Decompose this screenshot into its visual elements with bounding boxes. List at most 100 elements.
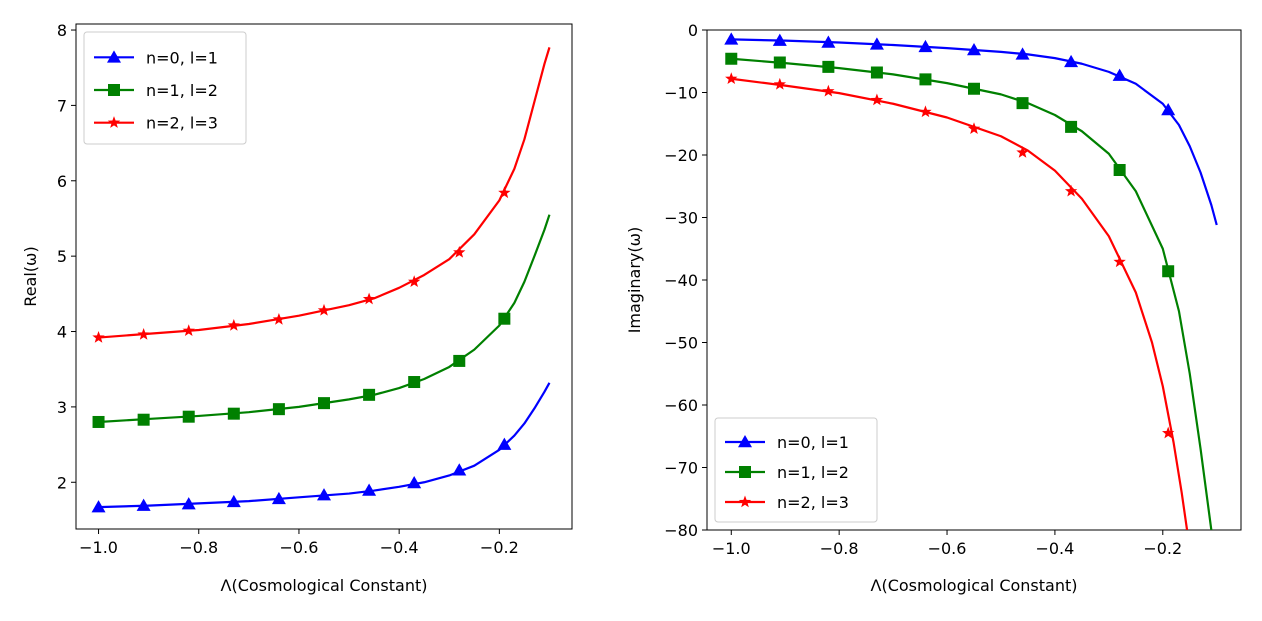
data-point [453, 245, 466, 258]
x-axis-label: Λ(Cosmological Constant) [221, 576, 428, 595]
data-point [870, 66, 883, 79]
data-point [822, 60, 835, 73]
data-point [227, 318, 240, 331]
x-tick-label: −0.8 [820, 539, 859, 558]
legend-marker [107, 116, 121, 128]
y-tick-label: −10 [664, 84, 698, 103]
data-point [452, 463, 467, 476]
data-point [919, 73, 932, 86]
data-point [408, 376, 421, 389]
y-tick-label: 8 [57, 21, 67, 40]
data-point [869, 37, 884, 50]
data-point [1064, 184, 1078, 197]
data-point [822, 84, 835, 97]
data-point [724, 32, 739, 45]
chart-panel-imaginary: −1.0 −0.8 −0.6 −0.4 −0.2 0 −10 −20 −30 −40 −50 −60 −… [625, 21, 1242, 595]
data-point [773, 77, 786, 90]
legend: n=0, l=1 n=1, l=2 n=2, l=3 [714, 417, 878, 523]
legend-marker [107, 50, 121, 63]
y-axis-label: Real(ω) [21, 246, 40, 306]
plot-area-frame [75, 23, 573, 530]
data-point [136, 498, 151, 511]
y-tick-label: 7 [57, 96, 67, 115]
legend-label: n=0, l=1 [146, 48, 218, 67]
y-tick-label: −50 [664, 334, 698, 353]
data-point [1161, 103, 1176, 116]
data-point [968, 82, 980, 95]
legend-label: n=1, l=2 [777, 463, 849, 482]
series-line [98, 214, 551, 424]
data-point [453, 354, 466, 367]
data-point [1113, 255, 1126, 268]
data-point [272, 403, 285, 416]
data-point [1112, 68, 1127, 81]
data-point [772, 33, 787, 46]
data-point [92, 331, 105, 343]
x-tick-label: −0.4 [1035, 539, 1074, 558]
y-tick-label: 4 [57, 323, 67, 342]
chart-panel-real: −1.0 −0.8 −0.6 −0.4 −0.2 2 3 4 5 6 7 8 Λ(Cosmologica… [21, 21, 573, 595]
data-point [1065, 120, 1078, 133]
legend-marker [739, 466, 751, 478]
data-point [967, 122, 981, 135]
y-tick-label: −40 [664, 271, 698, 290]
x-tick-label: −0.8 [179, 538, 218, 557]
data-point [498, 186, 511, 199]
data-point [725, 72, 738, 85]
x-tick-label: −0.6 [280, 538, 319, 557]
y-tick-label: 2 [57, 473, 67, 492]
x-tick-label: −0.2 [1143, 539, 1182, 558]
data-point [137, 413, 150, 426]
x-tick-label: −0.2 [480, 538, 519, 557]
y-axis-label: Imaginary(ω) [625, 227, 644, 334]
y-tick-label: −80 [664, 521, 698, 540]
data-point [317, 488, 331, 501]
data-point [362, 483, 377, 496]
data-point [821, 35, 836, 48]
data-point [870, 93, 884, 106]
data-point [271, 491, 286, 505]
data-point [92, 415, 105, 428]
legend-label: n=2, l=3 [777, 493, 849, 512]
y-tick-label: −30 [664, 209, 698, 228]
data-point [181, 497, 196, 510]
y-tick-label: −60 [664, 396, 698, 415]
x-tick-label: −1.0 [79, 538, 118, 557]
y-tick-label: 0 [688, 21, 698, 40]
legend-marker [738, 495, 752, 508]
y-tick-label: 5 [57, 247, 67, 266]
y-tick-label: 3 [57, 398, 67, 417]
x-tick-label: −0.4 [380, 538, 419, 557]
data-point [1162, 426, 1175, 439]
legend-marker [738, 435, 752, 448]
data-point [362, 292, 376, 305]
legend-label: n=0, l=1 [777, 433, 849, 452]
series-group [91, 47, 551, 513]
x-tick-label: −0.6 [928, 539, 967, 558]
data-point [497, 437, 512, 450]
series-group [724, 32, 1218, 530]
data-point [407, 476, 422, 489]
data-point [1064, 54, 1079, 68]
legend-box [714, 417, 878, 523]
data-point [1162, 265, 1175, 278]
legend-marker [108, 84, 120, 96]
data-point [318, 397, 330, 410]
data-point [773, 56, 786, 69]
data-point [725, 52, 738, 65]
data-point [1016, 97, 1029, 110]
data-point [1016, 146, 1029, 158]
data-point [272, 312, 286, 325]
data-point [967, 43, 981, 56]
legend-label: n=2, l=3 [146, 114, 218, 133]
data-point [182, 410, 195, 423]
y-tick-label: 6 [57, 172, 67, 191]
data-point [227, 407, 240, 420]
data-point [1113, 164, 1126, 176]
y-tick-label: −20 [664, 146, 698, 165]
y-tick-label: −70 [664, 459, 698, 478]
legend: n=0, l=1 n=1, l=2 n=2, l=3 [83, 31, 247, 145]
data-point [363, 388, 376, 401]
data-point [918, 39, 933, 53]
